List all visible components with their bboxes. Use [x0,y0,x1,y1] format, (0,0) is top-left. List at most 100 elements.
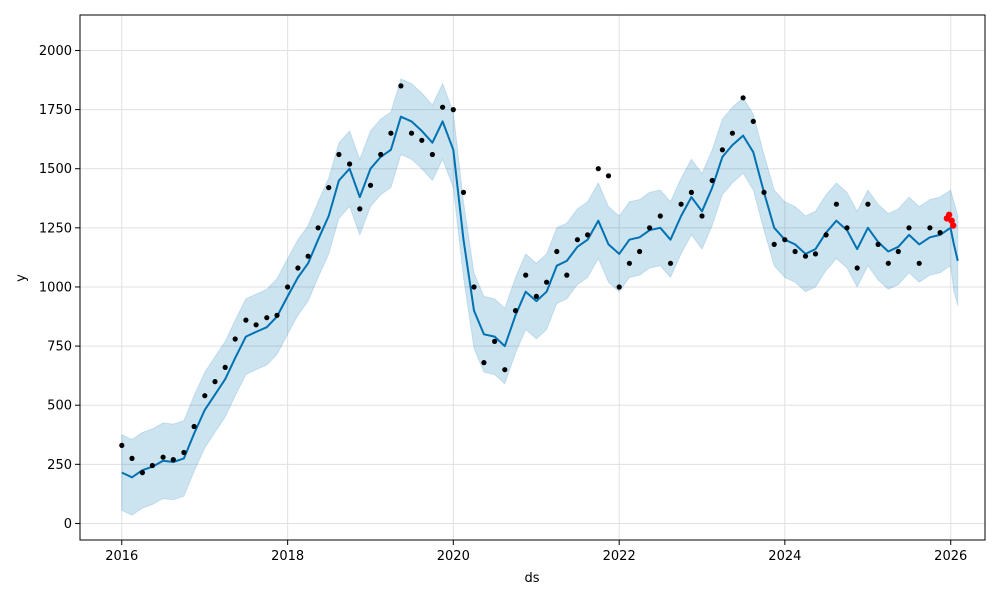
observed-point [533,293,540,299]
observed-point [906,225,912,231]
observed-point [119,442,125,448]
grid [80,15,985,540]
observed-point [916,260,922,266]
observed-point [274,312,280,318]
observed-point [616,284,622,290]
observed-point [232,336,238,342]
y-axis: 0 250 500 750 1000 1250 1500 1750 2000 [39,44,80,532]
x-tick-label: 2018 [271,549,304,564]
observed-point [637,248,643,255]
observed-point [895,248,901,255]
observed-point [481,360,487,366]
x-axis: 2016 2018 2020 2022 2024 2026 [105,540,967,564]
x-tick-label: 2026 [934,549,967,564]
y-axis-label: y [14,274,29,282]
observed-point [129,455,135,461]
observed-point [243,317,249,323]
observed-point [750,118,756,124]
observed-point [429,151,435,158]
observed-point [833,201,840,207]
observed-point [554,248,560,255]
observed-point [492,338,498,344]
observed-point [927,225,933,231]
observed-point [875,241,881,247]
x-tick-label: 2022 [603,549,636,564]
observed-point [729,130,736,136]
observed-point [264,315,270,321]
observed-point [782,237,788,243]
x-axis-label: ds [524,571,539,586]
observed-point [471,284,477,290]
observed-point [802,253,809,259]
observed-point [212,379,218,385]
observed-point [678,201,684,207]
observed-point [139,470,145,476]
y-tick-label: 1000 [39,280,72,295]
observed-point [336,151,342,158]
observed-point [647,225,653,231]
observed-point [222,364,228,370]
observed-point [367,182,374,188]
x-tick-label: 2016 [105,549,138,564]
observed-point [688,189,695,195]
observed-point [378,151,384,158]
observed-point [740,95,746,101]
y-tick-label: 250 [47,458,72,473]
y-tick-label: 750 [47,340,72,355]
observed-point [699,213,705,219]
observed-point [388,130,394,136]
observed-point [595,166,601,172]
observed-point [771,241,777,247]
y-tick-label: 1500 [39,162,72,177]
x-tick-label: 2024 [768,549,801,564]
observed-point [440,104,446,110]
observed-point [512,308,519,314]
y-tick-label: 1250 [39,221,72,236]
observed-point [544,279,550,285]
observed-point [585,232,591,238]
observed-point [626,260,633,266]
observed-point [667,260,674,266]
observed-point [408,130,415,136]
observed-point [844,225,850,231]
observed-points [119,83,943,476]
observed-point [937,230,943,236]
forecast-line-path [121,115,959,479]
observed-point [885,260,891,266]
observed-point [709,177,715,184]
observed-point [605,173,612,179]
observed-point [170,457,176,463]
plot-frame [79,14,986,541]
observed-point [398,83,404,89]
highlight-point [948,217,955,224]
y-tick-label: 500 [47,399,72,414]
observed-point [160,454,166,460]
observed-point [347,161,353,167]
observed-point [523,272,529,278]
observed-point [181,449,187,456]
x-tick-label: 2020 [437,549,470,564]
observed-point [854,265,860,271]
observed-point [792,248,798,255]
observed-point [149,462,155,469]
observed-point [719,147,726,153]
observed-point [812,251,819,257]
forecast-line [121,115,959,479]
y-tick-label: 1750 [39,103,72,118]
observed-point [823,232,829,238]
observed-point [191,423,197,430]
observed-point [761,189,767,195]
observed-point [564,272,570,278]
observed-point [253,322,259,328]
observed-point [502,367,508,373]
y-tick-label: 0 [64,517,72,532]
observed-point [419,137,425,143]
observed-point [295,265,301,271]
observed-point [657,213,663,219]
observed-point [357,206,363,212]
highlight-point [945,211,953,218]
observed-point [460,189,467,195]
observed-point [305,253,311,259]
